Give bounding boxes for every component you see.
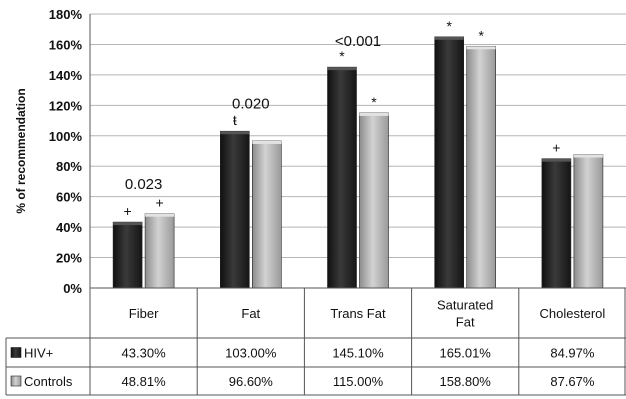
x-category-label: Fat [241,306,260,321]
bar-hiv- [541,158,572,289]
bar-top [252,140,282,144]
bar-controls [144,213,175,289]
table-cell-value: 158.80% [440,374,492,389]
legend-swatch [10,347,22,358]
y-tick-label: 140% [49,68,83,83]
y-tick-label: 0% [63,281,82,296]
significance-mark: * [478,27,484,43]
table-cell-value: 145.10% [332,346,384,361]
significance-mark: * [371,94,377,110]
bar-hiv- [220,130,250,289]
bar-hiv- [434,36,465,289]
bar-top [113,222,143,226]
bar-controls [359,112,389,289]
x-category-label: Saturated [437,298,493,313]
p-value-annotation: <0.001 [335,33,381,50]
significance-mark: + [552,140,560,156]
y-tick-label: 20% [56,251,82,266]
y-tick-label: 80% [56,159,82,174]
table-cell-value: 165.01% [440,346,492,361]
bar-top [541,158,571,162]
data-table [5,287,626,396]
bar-top [220,131,250,135]
y-axis-label: % of recommendation [14,88,28,213]
significance-mark: * [339,48,345,64]
table-cell-value: 103.00% [225,346,277,361]
table-cell-value: 43.30% [122,346,167,361]
significance-mark: * [446,18,452,34]
p-value-annotation: 0.020 [232,95,270,112]
bar-top [466,46,496,50]
y-tick-label: 160% [49,37,83,52]
bar-top [359,112,389,116]
bars [112,36,604,289]
table-cell-value: 115.00% [333,374,384,389]
significance-mark: + [124,203,132,219]
y-tick-label: 120% [49,98,83,113]
table-cell-value: 48.81% [122,374,167,389]
x-category-label: Cholesterol [540,306,606,321]
bar-top [573,154,603,158]
gridlines [89,13,626,395]
y-tick-label: 40% [56,220,82,235]
legend-label: HIV+ [24,346,53,361]
bar-hiv- [112,221,143,289]
x-category-label: Fat [456,315,475,330]
y-tick-label: 100% [49,129,83,144]
y-tick-label: 60% [56,190,82,205]
significance-mark: + [156,195,164,211]
bar-top [145,213,175,217]
legend-swatch [10,375,22,387]
table-cell-value: 87.67% [550,374,595,389]
bar-top [434,36,464,40]
table-cell-value: 84.97% [550,346,595,361]
significance-mark: ŧ [233,112,237,128]
legend-label: Controls [24,374,73,389]
x-category-label: Fiber [129,306,159,321]
bar-controls [573,154,604,289]
bar-top [327,67,357,71]
p-value-annotation: 0.023 [125,176,163,193]
bar-controls [466,45,497,289]
y-tick-label: 180% [49,7,83,22]
text-layer: 0% 20% 40% 60% 80% 100% 120% 140% 160% 180% % of r… [14,7,605,389]
x-category-label: Trans Fat [330,306,386,321]
bar-controls [252,140,282,289]
table-cell-value: 96.60% [229,374,274,389]
bar-hiv- [327,66,357,289]
